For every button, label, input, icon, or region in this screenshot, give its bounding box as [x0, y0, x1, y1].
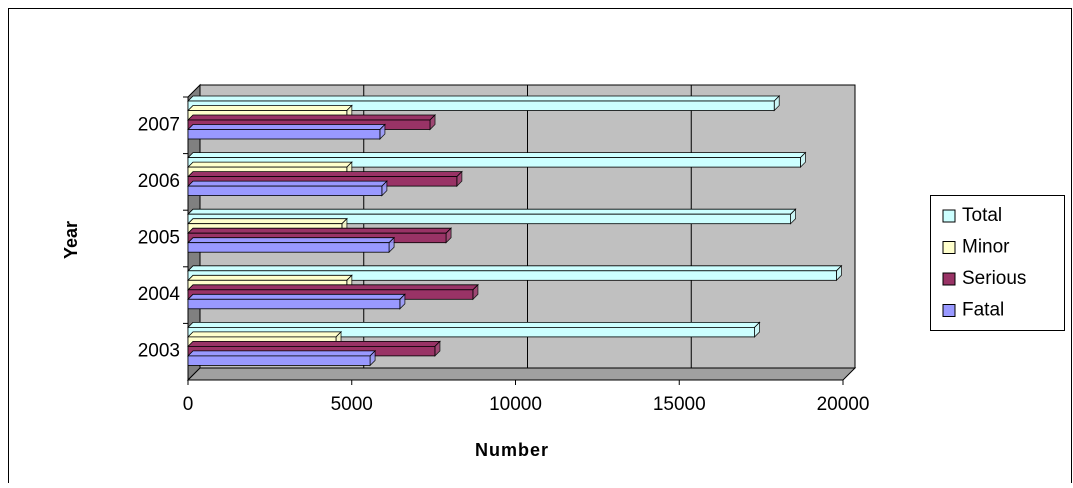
- bar-top: [187, 161, 353, 168]
- y-tick-label: 2005: [138, 228, 180, 249]
- bar: [187, 157, 801, 168]
- bar: [187, 213, 791, 225]
- bar-top: [187, 350, 377, 357]
- bar-top: [187, 105, 353, 111]
- legend-label: Fatal: [962, 300, 1004, 321]
- bar-top: [187, 152, 807, 159]
- legend-label: Total: [962, 205, 1002, 226]
- y-tick-label: 2004: [138, 284, 181, 305]
- floor: [186, 367, 857, 381]
- bar: [187, 355, 371, 366]
- legend-swatch: [942, 272, 956, 286]
- y-tick-label: 2006: [138, 171, 180, 192]
- bar-top: [187, 227, 453, 234]
- y-tick-label: 2007: [138, 114, 180, 135]
- bar-top: [187, 340, 441, 347]
- legend-swatch: [942, 209, 956, 223]
- bar-top: [187, 95, 781, 102]
- bar-top: [187, 274, 353, 281]
- y-axis-label: Year: [61, 221, 81, 259]
- bar-top: [187, 284, 479, 291]
- legend-swatch: [942, 241, 956, 254]
- bar-top: [187, 124, 386, 130]
- bar: [187, 100, 775, 111]
- bar-top: [187, 114, 436, 121]
- bar: [187, 270, 837, 281]
- bar: [187, 129, 381, 140]
- bar-top: [187, 265, 843, 272]
- bar: [187, 326, 755, 338]
- bar-top: [187, 218, 348, 225]
- bar-top: [187, 293, 406, 300]
- x-tick-label: 0: [183, 394, 194, 415]
- bar-top: [187, 180, 388, 187]
- bar: [187, 298, 401, 310]
- legend-label: Serious: [962, 268, 1026, 289]
- bar-top: [187, 237, 396, 244]
- bar-top: [187, 321, 761, 328]
- bar-top: [187, 331, 342, 338]
- bar: [187, 185, 383, 197]
- x-tick-label: 20000: [817, 394, 870, 415]
- bar-top: [187, 171, 463, 178]
- x-axis-label: Number: [475, 440, 549, 460]
- x-tick-label: 10000: [489, 394, 542, 415]
- x-tick-label: 5000: [331, 394, 373, 415]
- bar-top: [187, 208, 797, 215]
- legend-label: Minor: [962, 237, 1010, 258]
- legend-swatch: [942, 304, 956, 317]
- x-tick-label: 15000: [653, 394, 706, 415]
- y-tick-label: 2003: [138, 341, 180, 362]
- bar: [187, 242, 390, 253]
